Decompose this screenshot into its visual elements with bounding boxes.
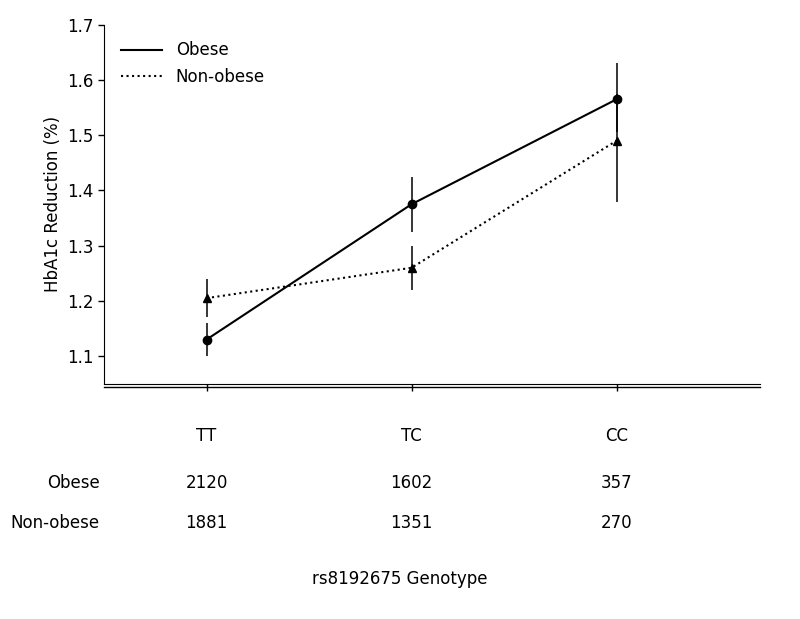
Text: 2120: 2120: [186, 474, 228, 492]
Text: 357: 357: [601, 474, 632, 492]
Text: TT: TT: [196, 427, 217, 446]
Text: 1351: 1351: [390, 514, 433, 532]
Text: CC: CC: [605, 427, 628, 446]
Text: rs8192675 Genotype: rs8192675 Genotype: [312, 569, 488, 588]
Text: TC: TC: [401, 427, 422, 446]
Text: 1881: 1881: [186, 514, 228, 532]
Text: Obese: Obese: [47, 474, 100, 492]
Text: Non-obese: Non-obese: [11, 514, 100, 532]
Text: 1602: 1602: [390, 474, 433, 492]
Legend: Obese, Non-obese: Obese, Non-obese: [112, 33, 273, 94]
Y-axis label: HbA1c Reduction (%): HbA1c Reduction (%): [43, 116, 62, 292]
Text: 270: 270: [601, 514, 632, 532]
